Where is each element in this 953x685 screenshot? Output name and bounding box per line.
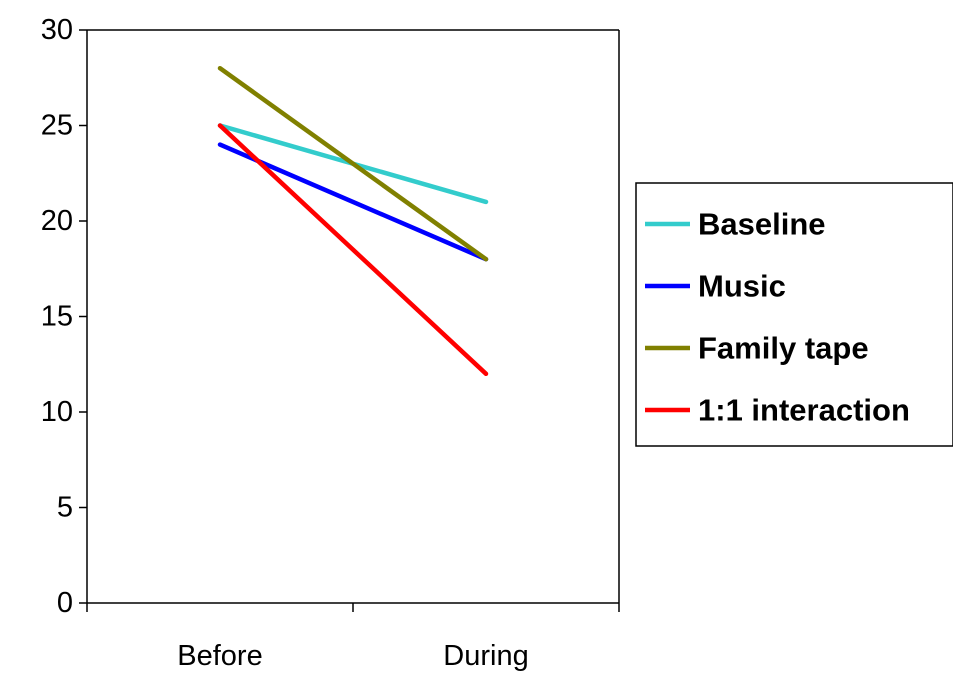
y-axis-ticks: 0 5 10 15 20 25 30 — [41, 14, 87, 619]
y-tick-label: 0 — [57, 587, 73, 619]
legend-label: Family tape — [698, 331, 869, 366]
legend-box — [635, 182, 953, 447]
plot-area — [86, 29, 620, 604]
series-line-family-tape — [217, 65, 489, 262]
y-tick-label: 15 — [41, 301, 73, 333]
x-tick-label: Before — [177, 640, 262, 672]
legend-label: Music — [698, 269, 786, 304]
legend-label: 1:1 interaction — [698, 393, 910, 428]
x-axis-ticks: Before During — [86, 603, 620, 672]
y-tick-label: 5 — [57, 492, 73, 524]
legend-label: Baseline — [698, 207, 826, 242]
x-tick-label: During — [443, 640, 528, 672]
y-tick-label: 30 — [41, 14, 73, 46]
series-lines — [217, 65, 489, 377]
legend: Baseline Music Family tape 1:1 interaction — [635, 182, 953, 447]
y-tick-label: 25 — [41, 110, 73, 142]
y-tick-label: 20 — [41, 205, 73, 237]
series-line-music — [217, 142, 489, 262]
series-line-1-1-interaction — [217, 123, 489, 377]
y-tick-label: 10 — [41, 396, 73, 428]
